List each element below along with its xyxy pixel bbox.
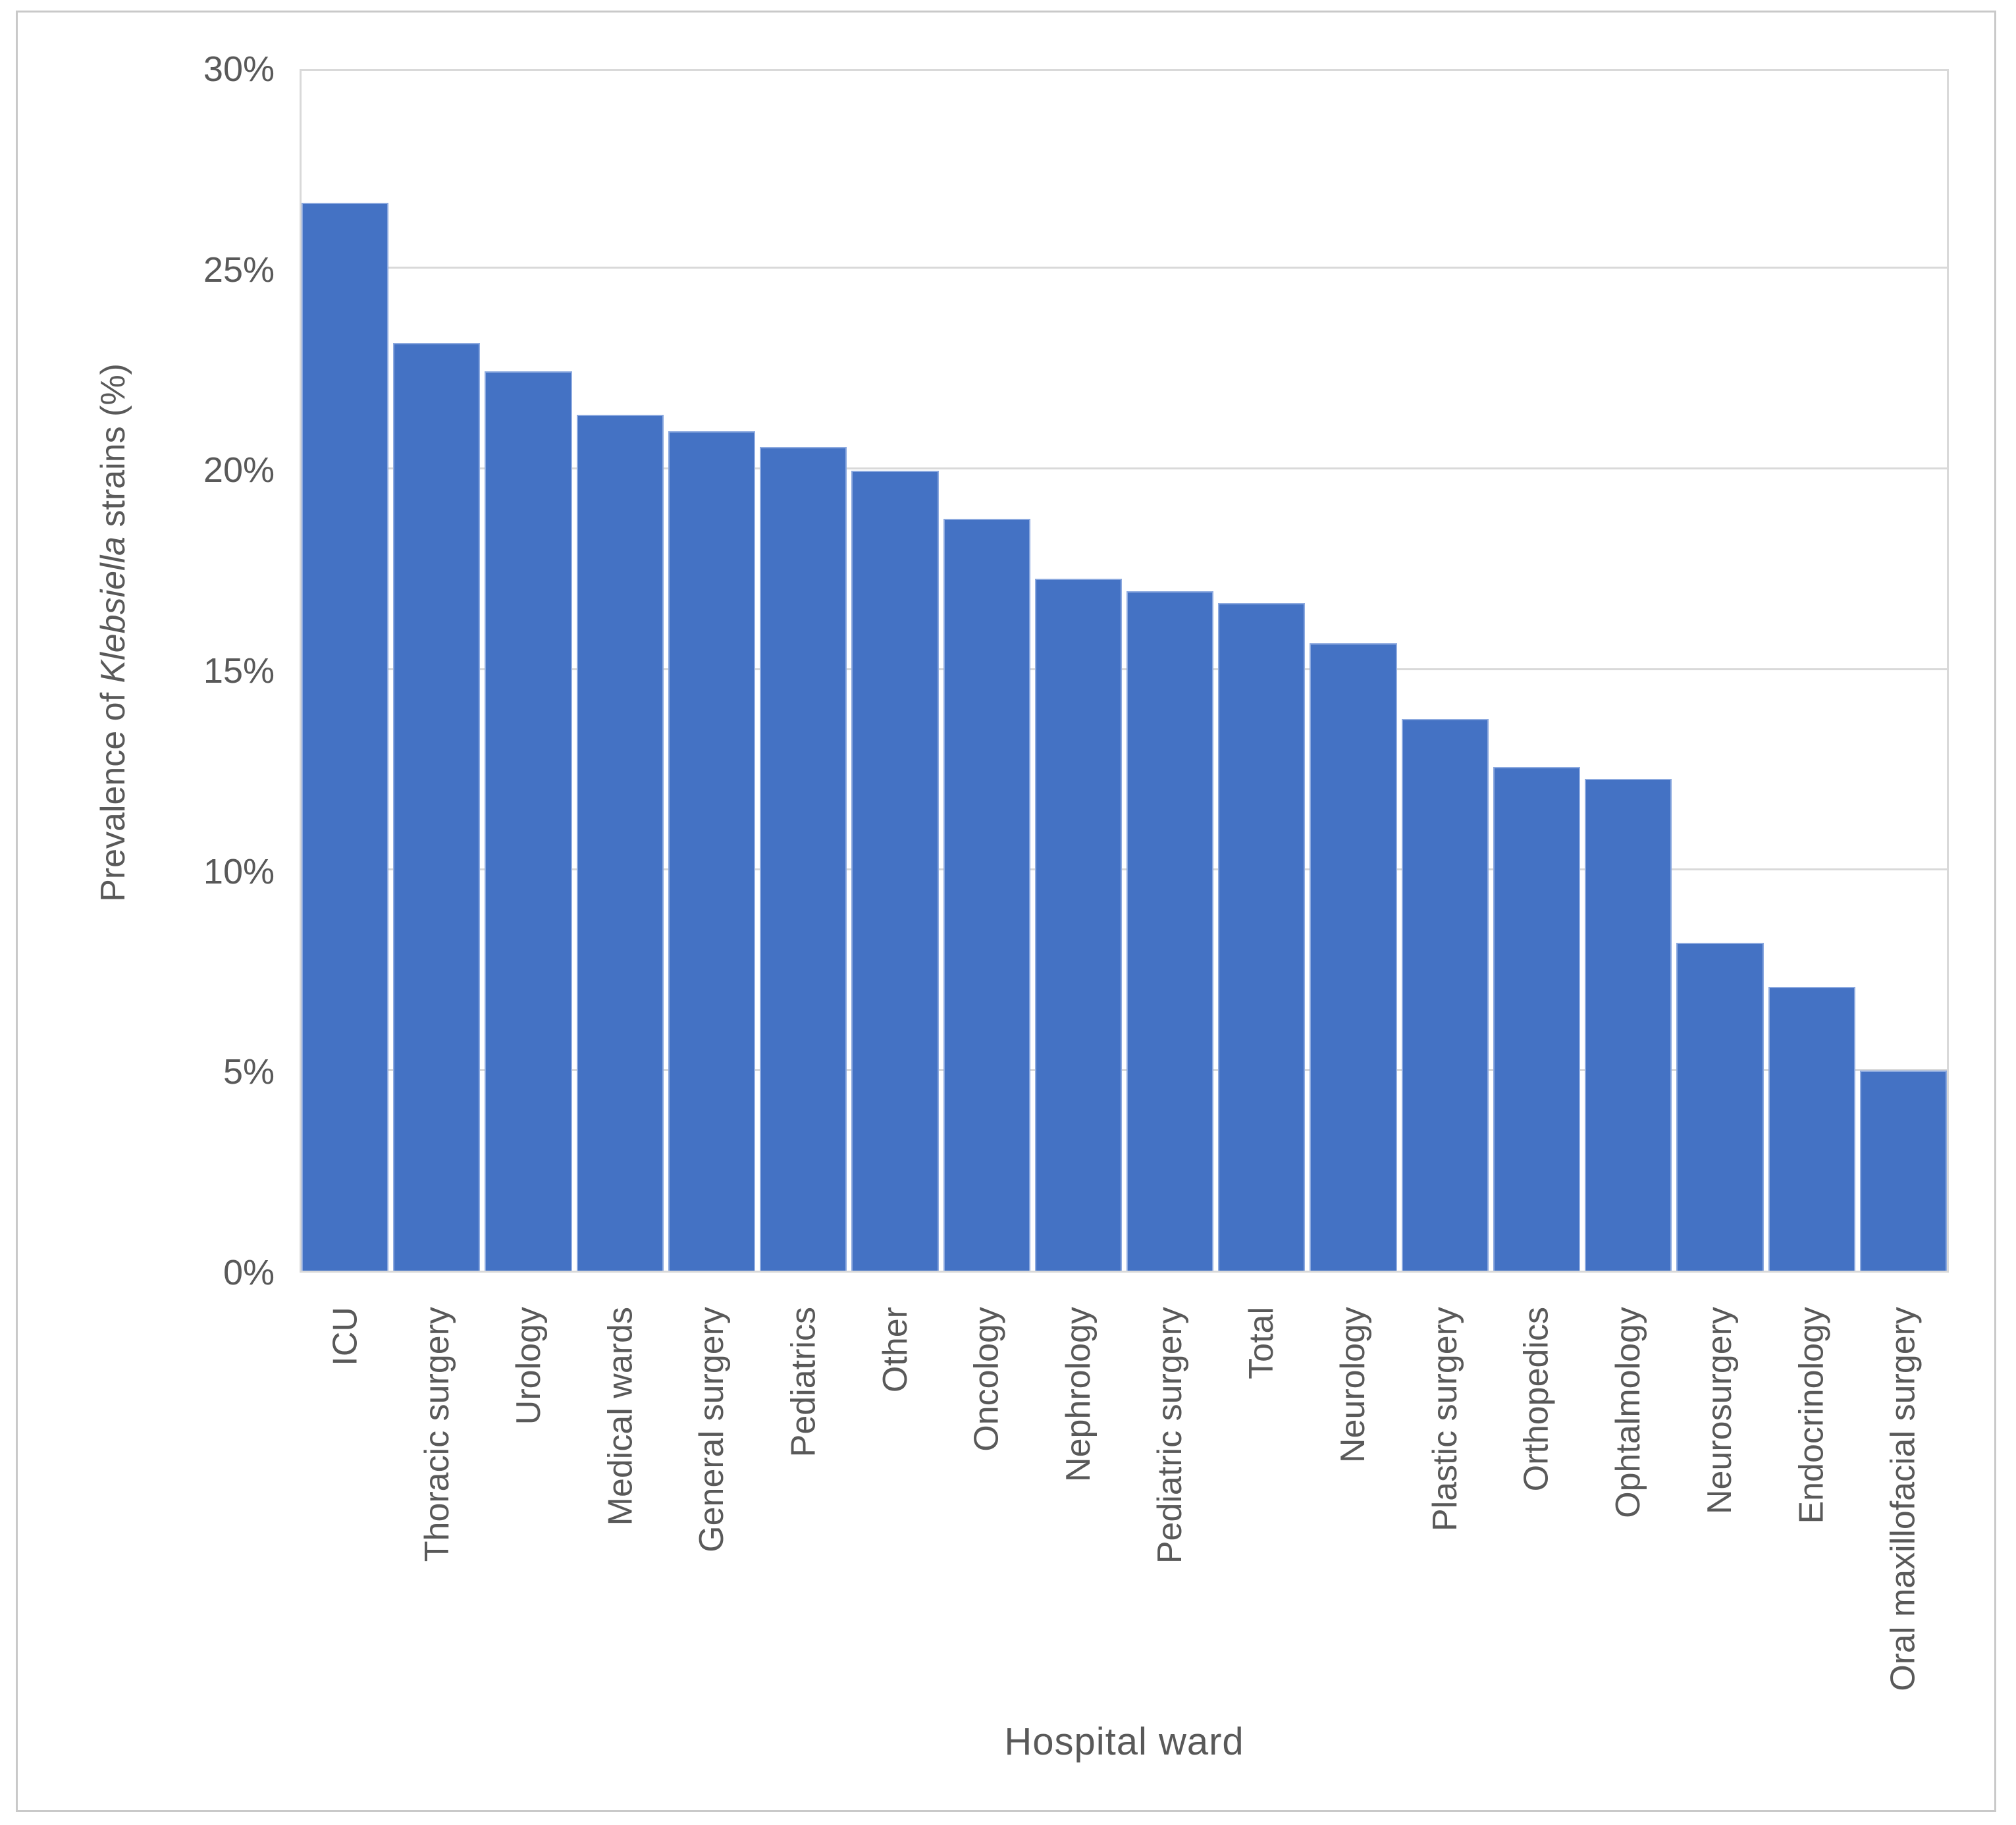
bar [943, 519, 1030, 1271]
y-tick-label: 30% [203, 49, 275, 89]
bar [1768, 986, 1855, 1271]
x-tick-label: Neurology [1334, 1307, 1373, 1464]
x-tick-label: Medical wards [601, 1307, 640, 1526]
bar [302, 203, 389, 1271]
plot-area [300, 69, 1949, 1273]
x-tick-label: Pediatric surgery [1151, 1307, 1190, 1564]
bar [485, 371, 572, 1271]
gridline [302, 267, 1947, 269]
y-tick-label: 0% [223, 1253, 275, 1292]
x-tick-label: Endocrinology [1792, 1307, 1831, 1524]
gridline [302, 1069, 1947, 1071]
gridline [302, 668, 1947, 670]
x-tick-label: Pediatrics [784, 1307, 823, 1458]
bar [760, 446, 847, 1271]
bar [1218, 602, 1306, 1271]
y-tick-label: 10% [203, 851, 275, 891]
x-tick-label: Nephrology [1059, 1307, 1098, 1482]
bars-container [302, 71, 1947, 1271]
bar [393, 343, 481, 1271]
bar [1034, 579, 1122, 1271]
x-axis-title: Hospital ward [1004, 1720, 1244, 1763]
bar [1401, 718, 1489, 1271]
x-tick-label: Oral maxillofacial surgery [1884, 1307, 1923, 1691]
bar [1859, 1071, 1947, 1271]
x-tick-label: Neurosurgery [1701, 1307, 1739, 1515]
bar [576, 415, 664, 1271]
x-tick-label: Other [876, 1307, 915, 1393]
x-tick-label: ICU [326, 1307, 365, 1366]
x-tick-label: Oncology [967, 1307, 1006, 1452]
x-tick-label: Ophtalmology [1608, 1307, 1647, 1518]
y-tick-label: 20% [203, 450, 275, 490]
gridline [302, 868, 1947, 871]
x-tick-label: Urology [509, 1307, 548, 1425]
bar [1585, 778, 1672, 1271]
x-tick-label: Total [1242, 1307, 1281, 1379]
bar [1126, 591, 1214, 1271]
bar [1310, 643, 1397, 1271]
y-axis-title-italic-segment: Klebsiella [94, 536, 132, 683]
y-tick-label: 5% [223, 1052, 275, 1092]
x-tick-label: Plastic surgery [1425, 1307, 1464, 1531]
x-tick-label: Orthopedics [1517, 1307, 1556, 1492]
bar [668, 431, 756, 1271]
figure-border [16, 11, 1996, 1812]
x-tick-label: General surgery [693, 1307, 731, 1552]
x-tick-label: Thoracic surgery [417, 1307, 456, 1562]
y-axis-title-segment: strains (%) [94, 363, 132, 537]
y-axis-title: Prevalence of Klebsiella strains (%) [93, 363, 133, 902]
bar [851, 471, 939, 1271]
y-axis-title-segment: Prevalence of [94, 683, 132, 902]
y-tick-label: 15% [203, 651, 275, 691]
y-tick-label: 25% [203, 250, 275, 290]
bar [1493, 766, 1581, 1271]
bar [1676, 943, 1764, 1271]
gridline [302, 467, 1947, 469]
